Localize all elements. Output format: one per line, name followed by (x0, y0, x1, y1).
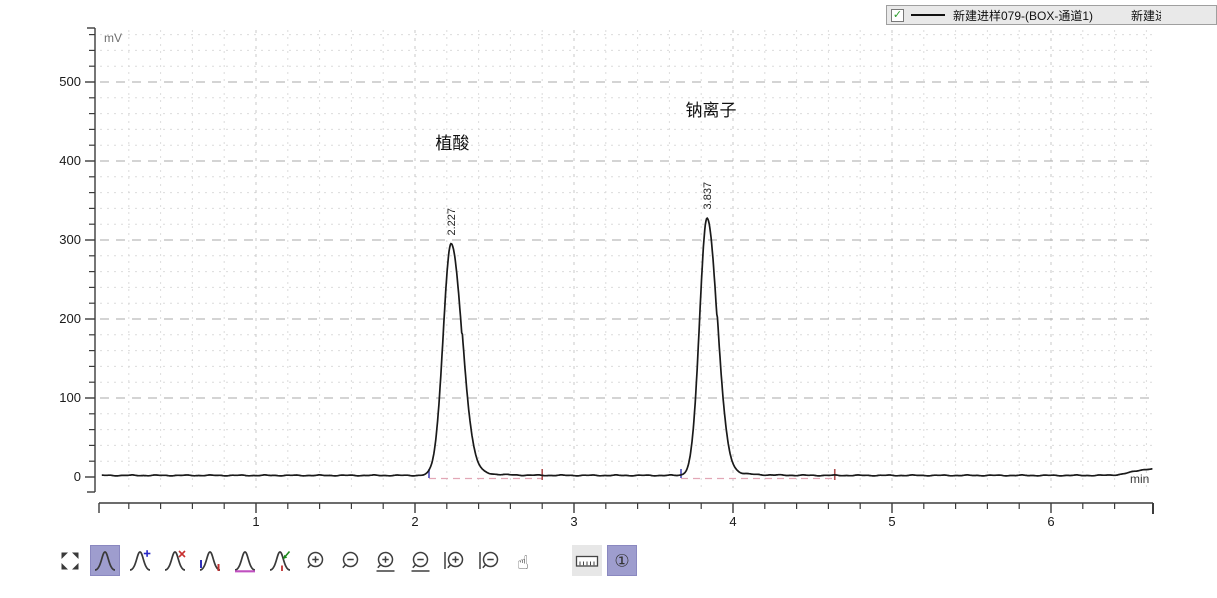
legend-checkbox[interactable]: ✓ (891, 8, 904, 22)
zoom-out-full-button[interactable] (405, 545, 435, 576)
delete-peak-button[interactable] (160, 545, 190, 576)
grid (100, 30, 1152, 488)
zoom-out-x-icon (479, 551, 499, 569)
y-tick-label: 400 (59, 153, 81, 168)
y-axis-unit-label: mV (104, 31, 122, 45)
baseline-tool-button[interactable] (230, 545, 260, 576)
x-tick-label: 1 (252, 514, 259, 529)
svg-text:☝: ☝ (517, 552, 529, 573)
x-axis-unit-label: min (1130, 472, 1149, 486)
zoom-out-icon (342, 551, 359, 568)
chromatogram-plot[interactable]: 0 100 200 300 400 500 mV 1 2 3 4 5 6 植酸 2.227 钠离子 3.837 m… (0, 0, 1217, 540)
add-peak-icon (129, 549, 151, 571)
x-tick-label: 5 (888, 514, 895, 529)
channel-1-button[interactable]: ① (607, 545, 637, 576)
baseline-tool-icon (234, 550, 256, 572)
legend-series-label[interactable]: 新建进样079-(BOX-通道1) (953, 8, 1094, 23)
channel-1-icon: ① (614, 551, 629, 571)
add-peak-button[interactable] (125, 545, 155, 576)
pan-hand-icon: ☝ (517, 552, 529, 573)
x-tick-label: 2 (411, 514, 418, 529)
y-tick-label: 100 (59, 390, 81, 405)
tangent-skim-button[interactable] (265, 545, 295, 576)
zoom-in-icon (307, 551, 324, 568)
zoom-out-x-button[interactable] (475, 545, 505, 576)
y-tick-label: 0 (74, 469, 81, 484)
peak-tool-icon (94, 550, 116, 571)
zoom-in-button[interactable] (300, 545, 330, 576)
pan-hand-button[interactable]: ☝ (510, 545, 540, 576)
chromatogram-toolbar: ☝ ① (55, 545, 637, 576)
zoom-out-full-icon (411, 551, 430, 572)
tangent-skim-icon (269, 550, 291, 571)
x-tick-label: 4 (729, 514, 736, 529)
zoom-out-button[interactable] (335, 545, 365, 576)
toolbar-spacer (545, 546, 567, 576)
legend-box: ✓ 新建进样079-(BOX-通道1) 新建进 (886, 5, 1217, 25)
delete-peak-icon (164, 549, 186, 571)
zoom-in-full-button[interactable] (370, 545, 400, 576)
peak-start-end-icon (199, 550, 221, 571)
zoom-in-full-icon (376, 551, 395, 572)
ruler-button[interactable] (572, 545, 602, 576)
ruler-icon (575, 555, 599, 567)
zoom-in-x-button[interactable] (440, 545, 470, 576)
peak-name-label: 钠离子 (686, 101, 737, 120)
x-tick-label: 6 (1047, 514, 1054, 529)
peak-name-label: 植酸 (435, 134, 469, 153)
y-tick-label: 200 (59, 311, 81, 326)
peak-start-end-button[interactable] (195, 545, 225, 576)
peak-tool-button[interactable] (90, 545, 120, 576)
checkmark-icon: ✓ (892, 8, 903, 21)
y-axis (85, 27, 96, 493)
legend-line-sample (911, 14, 945, 16)
x-tick-label: 3 (570, 514, 577, 529)
y-tick-label: 500 (59, 74, 81, 89)
svg-text:①: ① (614, 551, 629, 571)
full-scale-icon (61, 552, 79, 569)
peak-rt-label: 3.837 (702, 182, 714, 210)
full-scale-button[interactable] (55, 545, 85, 576)
signal-trace (101, 217, 1153, 477)
peak-rt-label: 2.227 (446, 208, 458, 236)
y-tick-label: 300 (59, 232, 81, 247)
zoom-in-x-icon (444, 551, 464, 569)
legend-next-series-label-truncated[interactable]: 新建进 (1131, 8, 1161, 23)
x-axis (98, 502, 1154, 514)
